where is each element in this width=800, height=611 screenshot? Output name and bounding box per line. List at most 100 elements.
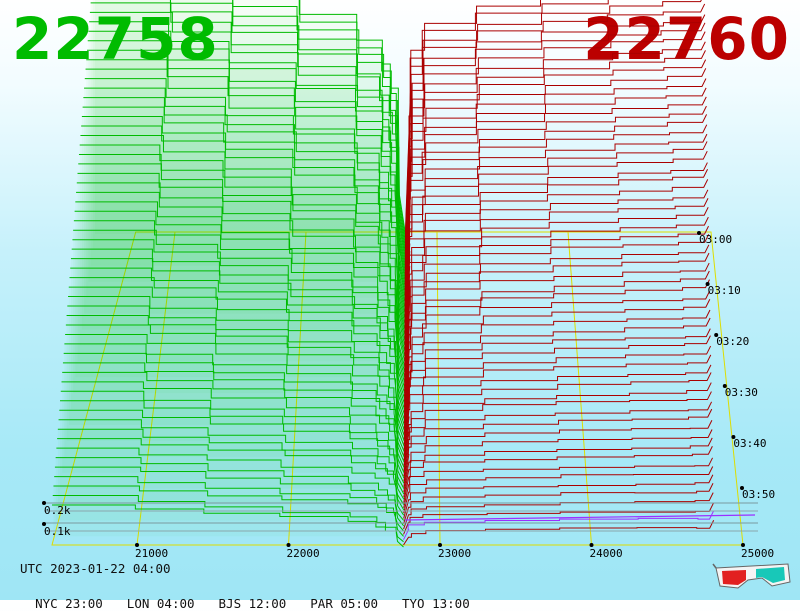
bid-depth-line [65,333,405,452]
ask-depth-line [404,179,709,349]
time-tick-dot [731,435,736,439]
time-tick-label: 03:50 [742,488,775,501]
bid-series [52,0,406,548]
depth-tick-dot [42,501,46,505]
ask-depth-line [404,225,709,376]
ask-depth-line [403,420,713,487]
ask-depth-line [404,216,709,370]
bid-depth-line [232,0,406,245]
bid-depth-line [59,409,405,495]
ask-depth-line [404,150,708,333]
utc-time: UTC 2023-01-22 04:00 [20,561,171,576]
ask-depth-line [404,0,702,243]
ask-depth-line [403,279,710,408]
clock-par: PAR 05:00 [310,596,378,611]
bid-depth-line [84,78,406,309]
bid-depth-line [52,495,404,543]
bid-depth-line [64,343,405,458]
ask-depth-line [403,457,713,508]
x-tick-dot [741,543,745,547]
x-tick-dot [589,543,594,547]
x-tick-dot [286,543,291,547]
ask-depth-line [403,492,714,530]
bid-depth-line [73,229,405,394]
x-tick-label: 23000 [438,547,471,560]
bid-depth-line [65,324,405,447]
x-tick-label: 21000 [135,547,168,560]
ask-depth-line [404,189,709,355]
3d-glasses-icon[interactable] [712,560,792,592]
ask-depth-line [403,262,710,397]
ask-depth-line [404,96,707,301]
ask-depth-line [403,437,713,498]
bid-depth-line [60,400,405,489]
bid-depth-line [80,134,406,341]
bid-depth-line [57,438,405,511]
bid-depth-line [70,267,405,415]
ask-depth-line [403,429,713,493]
bid-depth-line [88,30,406,282]
depth-tick-label: 0.2k [44,504,71,517]
x-tick-label: 24000 [590,547,623,560]
ask-depth-line [403,382,712,466]
ask-depth-line [404,31,706,264]
ask-depth-line [404,78,707,291]
clock-tyo: TYO 13:00 [402,596,470,611]
bid-depth-line [68,286,405,426]
bid-depth-line [170,0,406,256]
axis-ticks: 21000 22000 23000 24000 25000 0.1k 0.2k 03:00 03… [42,231,775,560]
x-tick-dot [438,543,442,547]
bid-price: 22758 [12,5,219,73]
bid-depth-line [69,277,405,420]
ask-depth-line [403,466,714,514]
bid-depth-line [89,21,406,277]
world-clocks: NYC 23:00 LON 04:00 BJS 12:00 PAR 05:00 TYO … [20,581,494,611]
depth-tick-label: 0.1k [44,525,71,538]
ask-series [403,0,715,546]
bid-depth-line [81,116,406,330]
ask-depth-line [404,169,709,344]
x-tick-label: 25000 [741,547,774,560]
front-baselines [44,502,758,532]
time-tick-label: 03:20 [716,335,749,348]
ask-depth-line [403,252,710,392]
bid-depth-line [79,144,406,346]
time-tick-label: 03:10 [708,284,741,297]
bid-depth-line [53,485,404,537]
ask-depth-line [403,391,712,471]
time-tick-dot [714,333,719,337]
bid-depth-line [55,457,405,521]
x-tick-dot [135,543,139,547]
ask-depth-line [403,244,710,386]
bid-depth-line [58,419,405,500]
bid-depth-line [70,258,405,410]
bid-depth-line [52,504,404,548]
bid-depth-line [86,59,406,298]
depth-tick-dot [42,522,46,526]
ask-price: 22760 [583,5,790,73]
bid-depth-line [54,476,404,532]
bid-depth-line [56,447,405,516]
bid-depth-line [72,239,405,399]
bid-depth-line [76,191,406,373]
ask-depth-line [404,59,707,280]
clock-nyc: NYC 23:00 [35,596,103,611]
time-tick-dot [740,486,744,490]
ask-depth-line [403,364,712,455]
bid-depth-line [76,182,406,367]
ask-depth-line [403,408,713,482]
x-tick-label: 22000 [287,547,320,560]
bid-depth-line [83,97,406,319]
ask-depth-line [403,483,714,524]
clock-bjs: BJS 12:00 [218,596,287,611]
bid-depth-line [81,125,406,335]
ask-depth-line [403,317,711,429]
ask-depth-line [403,520,715,546]
bid-depth-line [73,220,405,388]
ask-depth-line [404,124,708,317]
bid-depth-line [60,390,405,484]
bid-depth-line [75,201,406,378]
bid-depth-line [86,49,406,293]
clock-lon: LON 04:00 [126,596,195,611]
